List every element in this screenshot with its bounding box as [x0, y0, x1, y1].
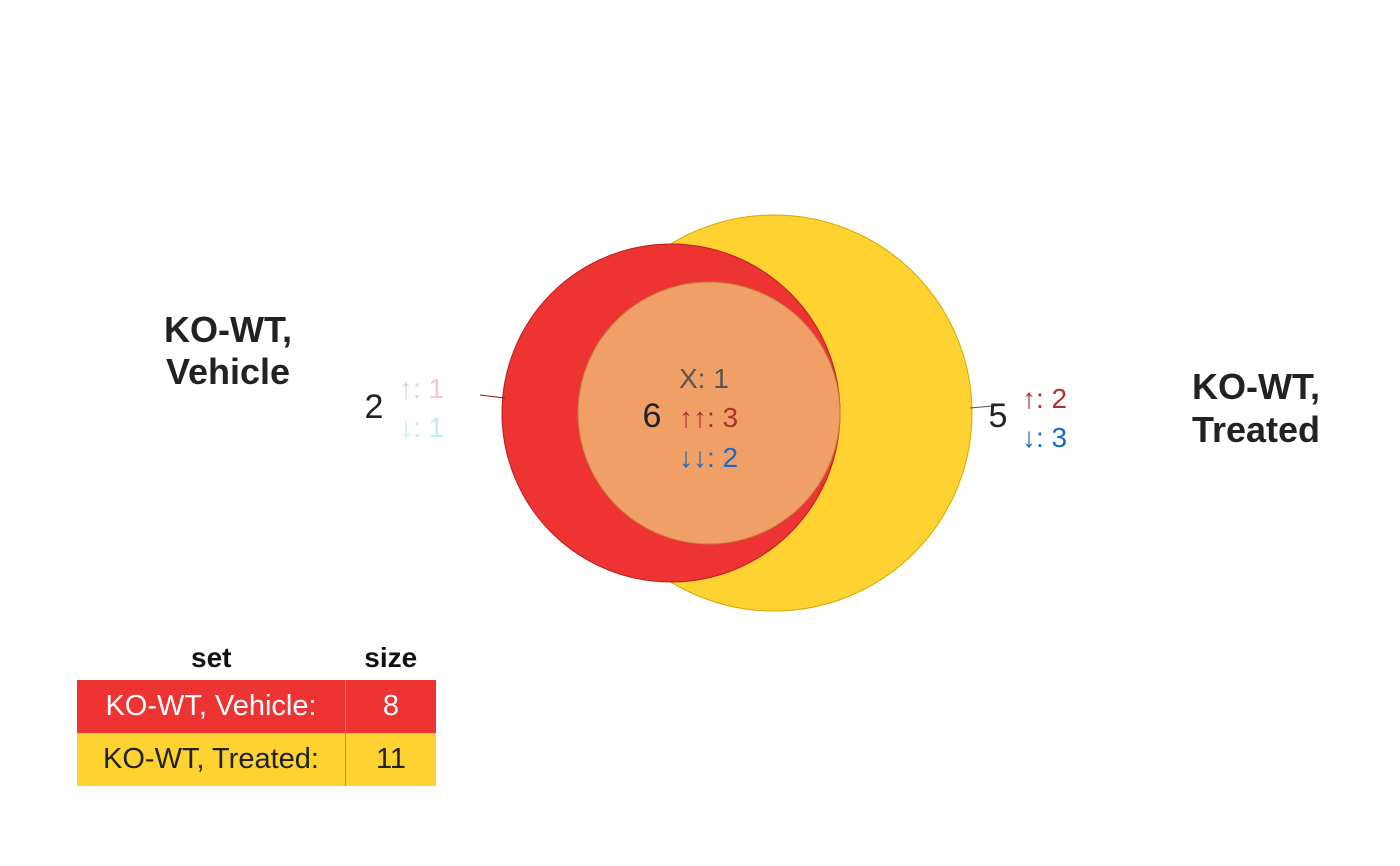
row-set-size: 8 — [345, 680, 436, 733]
table-row: KO-WT, Treated: 11 — [77, 733, 436, 786]
table-row: KO-WT, Vehicle: 8 — [77, 680, 436, 733]
treated-only-down: ↓: 3 — [1022, 422, 1067, 453]
vehicle-only-up: ↑: 1 — [399, 373, 444, 404]
intersection-mixed: X: 1 — [679, 363, 729, 394]
intersection-both-down: ↓↓: 2 — [679, 442, 738, 473]
set-size-table: set size KO-WT, Vehicle: 8 KO-WT, Treate… — [77, 636, 436, 786]
row-set-size: 11 — [345, 733, 436, 786]
set-title-vehicle-line2: Vehicle — [166, 351, 290, 392]
set-title-treated-line2: Treated — [1192, 409, 1320, 450]
table-header-row: set size — [77, 636, 436, 680]
row-set-name: KO-WT, Treated: — [77, 733, 346, 786]
set-title-treated-line1: KO-WT, — [1192, 366, 1320, 407]
vehicle-only-down: ↓: 1 — [399, 412, 444, 443]
header-set: set — [191, 642, 232, 673]
treated-only-count: 5 — [989, 397, 1008, 435]
leader-line-vehicle — [479, 394, 506, 399]
intersection-region — [577, 281, 841, 545]
set-title-vehicle-line1: KO-WT, — [164, 309, 292, 350]
row-set-name: KO-WT, Vehicle: — [77, 680, 346, 733]
header-size: size — [364, 642, 418, 673]
intersection-count: 6 — [643, 397, 662, 435]
intersection-both-up: ↑↑: 3 — [679, 402, 738, 433]
vehicle-only-count: 2 — [365, 388, 384, 426]
treated-only-up: ↑: 2 — [1022, 383, 1067, 414]
leader-line-treated — [969, 404, 1005, 409]
